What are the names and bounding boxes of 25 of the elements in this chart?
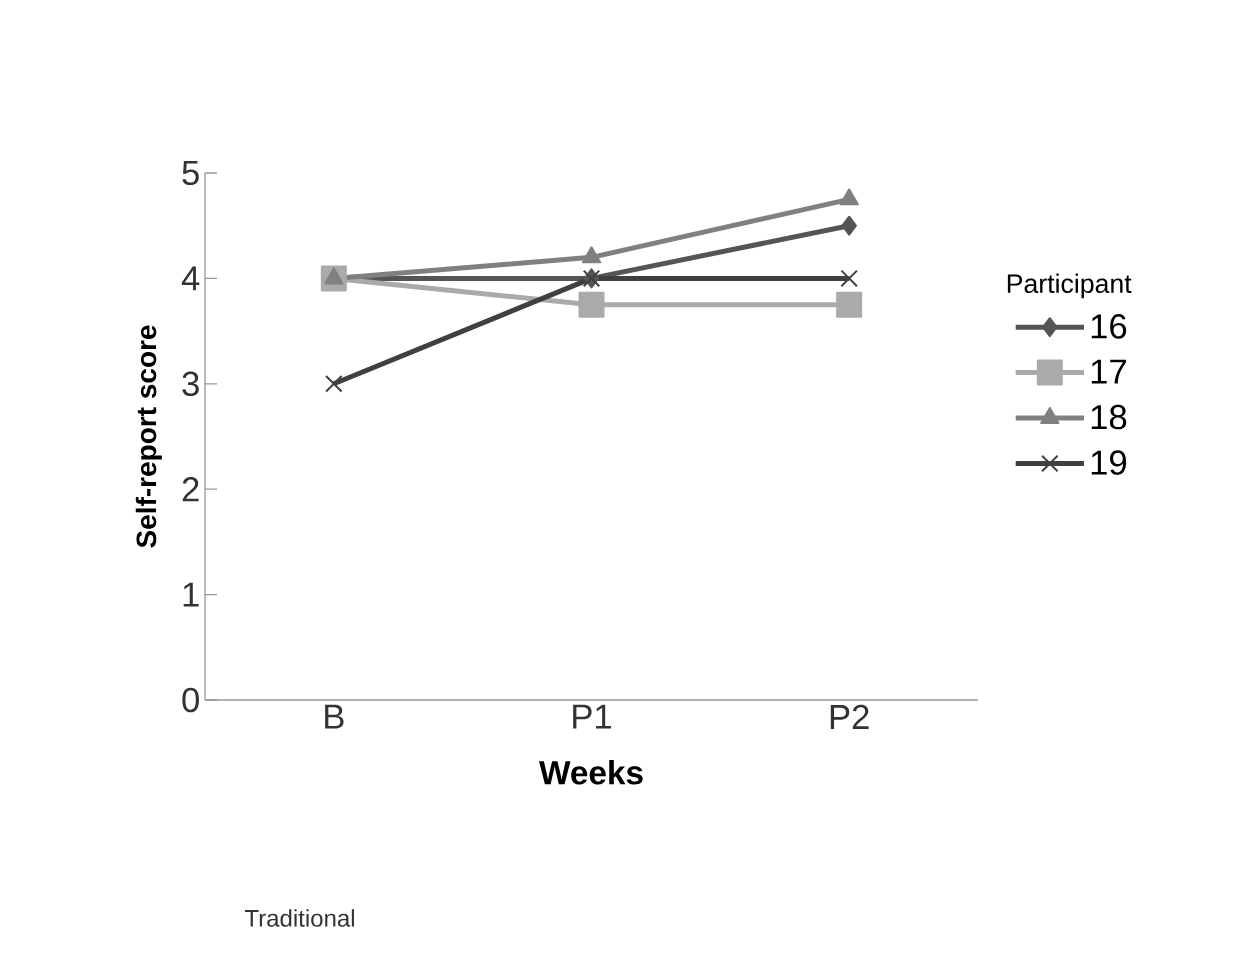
y-tick-label: 5 <box>182 160 199 186</box>
y-axis-title: Self-report score <box>135 325 162 548</box>
y-tick-label: 4 <box>181 266 200 291</box>
point <box>325 375 343 393</box>
point <box>841 215 857 236</box>
point <box>578 291 605 318</box>
legend-title: Participant <box>1007 273 1132 299</box>
point <box>839 188 859 206</box>
point <box>836 291 863 318</box>
x-tick-label: P1 <box>573 704 612 729</box>
point <box>840 269 858 288</box>
y-tick-label: 2 <box>182 477 199 502</box>
x-tick-label: P2 <box>830 704 869 729</box>
text: Traditional <box>244 909 354 927</box>
legend-label: 18 <box>1091 404 1127 430</box>
y-tick-label: 0 <box>182 687 199 713</box>
x-axis-title: Weeks <box>539 760 643 785</box>
point <box>324 267 344 285</box>
point <box>581 246 602 264</box>
x-tick-label: B <box>325 704 344 729</box>
legend-label: 19 <box>1091 450 1127 475</box>
y-tick-label: 1 <box>183 582 199 607</box>
y-tick-label: 3 <box>182 371 199 397</box>
legend-label: 16 <box>1091 314 1127 339</box>
legend-label: 17 <box>1091 359 1126 384</box>
